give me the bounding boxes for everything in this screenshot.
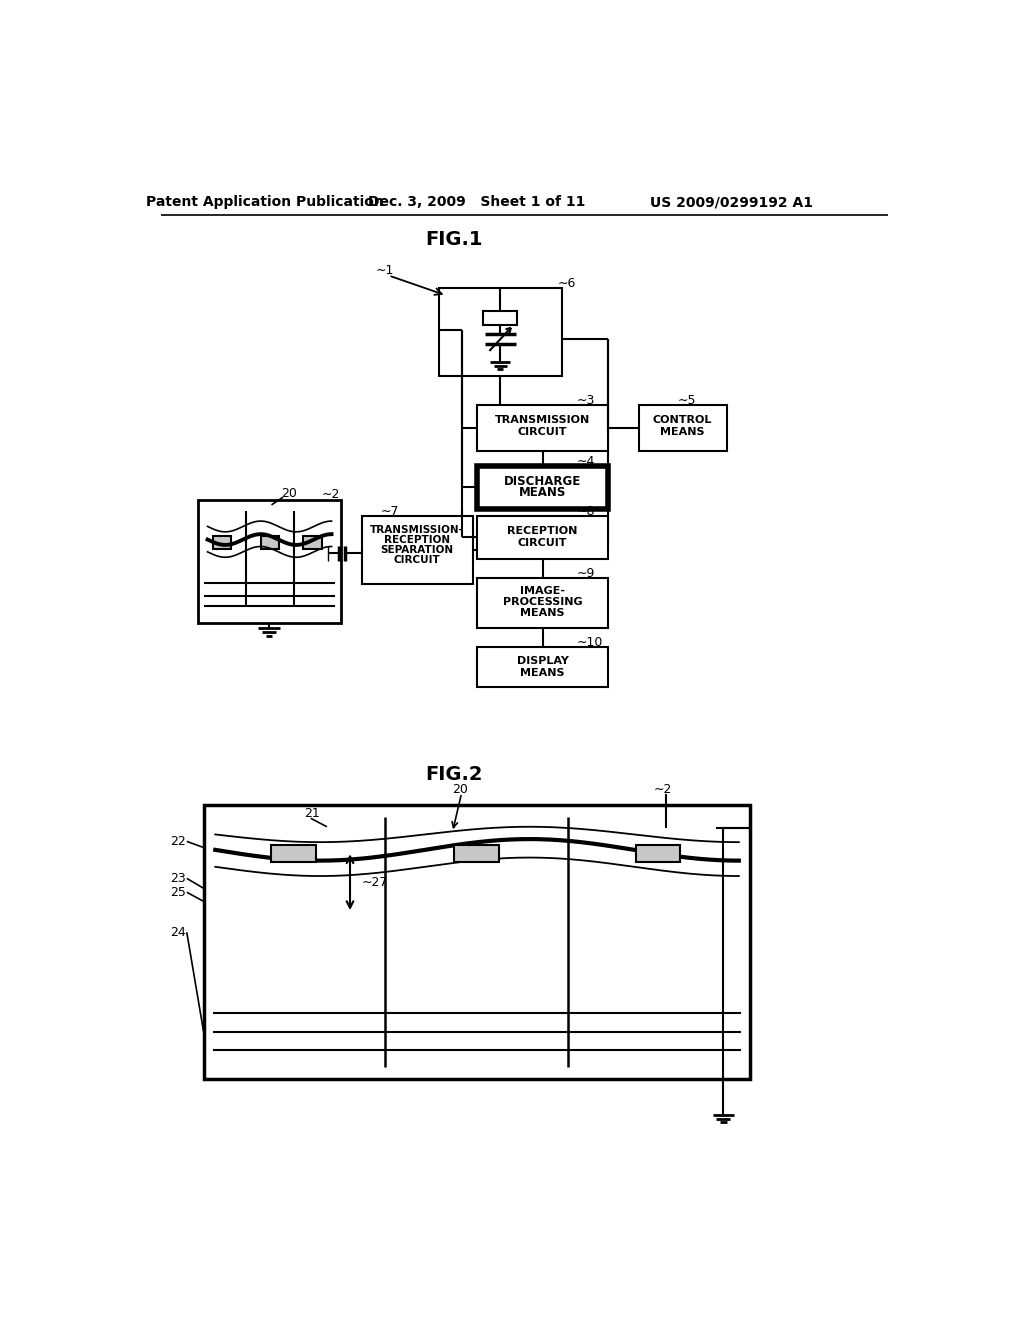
Text: DISCHARGE: DISCHARGE: [504, 474, 582, 487]
Text: TRANSMISSION: TRANSMISSION: [495, 416, 590, 425]
Text: RECEPTION: RECEPTION: [384, 535, 451, 545]
Text: Dec. 3, 2009   Sheet 1 of 11: Dec. 3, 2009 Sheet 1 of 11: [369, 195, 586, 210]
Bar: [483, 312, 517, 325]
Text: MEANS: MEANS: [519, 486, 566, 499]
Bar: [639, 405, 727, 451]
Text: ∼1: ∼1: [376, 264, 394, 277]
Bar: [204, 805, 751, 1078]
Text: SEPARATION: SEPARATION: [381, 545, 454, 554]
Bar: [477, 516, 608, 558]
Text: CIRCUIT: CIRCUIT: [518, 426, 567, 437]
Text: ∼4: ∼4: [578, 455, 596, 469]
Bar: [213, 536, 231, 549]
Text: 23: 23: [170, 871, 186, 884]
Text: PROCESSING: PROCESSING: [503, 597, 583, 607]
Text: US 2009/0299192 A1: US 2009/0299192 A1: [649, 195, 813, 210]
Bar: [361, 516, 473, 585]
Bar: [477, 578, 608, 628]
Text: 20: 20: [281, 487, 297, 500]
Text: FIG.1: FIG.1: [425, 230, 482, 248]
Text: DISPLAY: DISPLAY: [516, 656, 568, 667]
Text: ∼27: ∼27: [361, 875, 388, 888]
Bar: [636, 845, 680, 862]
Text: MEANS: MEANS: [520, 668, 565, 677]
Text: ∼2: ∼2: [322, 487, 340, 500]
Text: ∼9: ∼9: [578, 566, 596, 579]
Text: TRANSMISSION-: TRANSMISSION-: [370, 524, 464, 535]
Text: ∼2: ∼2: [654, 783, 673, 796]
Text: MEANS: MEANS: [660, 426, 705, 437]
Text: 25: 25: [170, 886, 186, 899]
Text: CONTROL: CONTROL: [653, 416, 713, 425]
Text: CIRCUIT: CIRCUIT: [518, 537, 567, 548]
Text: CIRCUIT: CIRCUIT: [393, 554, 440, 565]
Bar: [199, 499, 341, 623]
Bar: [271, 845, 316, 862]
Text: 20: 20: [453, 783, 468, 796]
Text: MEANS: MEANS: [520, 607, 565, 618]
Text: ∼8: ∼8: [578, 506, 596, 519]
Text: 24: 24: [170, 925, 186, 939]
Text: ∼7: ∼7: [381, 506, 399, 519]
Text: 21: 21: [304, 807, 319, 820]
Bar: [477, 405, 608, 451]
Bar: [477, 466, 608, 508]
Text: ∼5: ∼5: [677, 393, 695, 407]
Bar: [454, 845, 499, 862]
Text: ∼6: ∼6: [558, 277, 577, 290]
Text: ∼3: ∼3: [578, 393, 596, 407]
Text: FIG.2: FIG.2: [425, 764, 482, 784]
Text: ∼10: ∼10: [578, 636, 603, 649]
Bar: [477, 647, 608, 688]
Bar: [438, 288, 562, 376]
Text: IMAGE-: IMAGE-: [520, 586, 565, 597]
Text: 22: 22: [170, 834, 186, 847]
Text: RECEPTION: RECEPTION: [507, 527, 578, 536]
Bar: [261, 536, 280, 549]
Bar: [303, 536, 322, 549]
Text: Patent Application Publication: Patent Application Publication: [146, 195, 384, 210]
